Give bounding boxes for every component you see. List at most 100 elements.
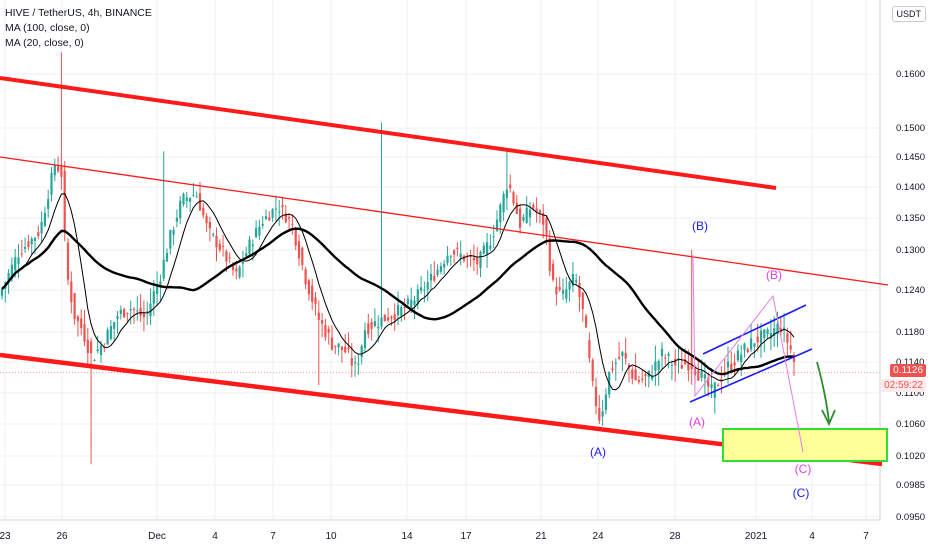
candle-body	[733, 362, 736, 366]
candle	[321, 313, 324, 338]
candle	[479, 250, 482, 278]
candle-body	[149, 303, 152, 317]
candle-body	[406, 298, 409, 305]
candle-body	[304, 269, 307, 285]
candle	[136, 296, 139, 321]
candle-body	[109, 326, 112, 339]
x-tick-label: 17	[460, 531, 472, 542]
candle-body	[548, 238, 551, 272]
candle-body	[519, 208, 522, 228]
candle	[439, 262, 442, 275]
candle-body	[50, 172, 53, 195]
candle	[786, 327, 789, 357]
candle-body	[198, 193, 202, 211]
candle-body	[443, 263, 446, 268]
candle	[284, 204, 287, 224]
candle-body	[710, 384, 713, 388]
candle-body	[43, 212, 46, 226]
candle-body	[654, 361, 657, 371]
candle	[558, 276, 561, 292]
candle-body	[80, 318, 83, 328]
candle-body	[238, 266, 241, 278]
candle	[387, 308, 390, 323]
candle	[357, 354, 360, 375]
candle	[453, 249, 456, 264]
candle-body	[736, 350, 739, 361]
ma20-legend[interactable]: MA (20, close, 0)	[5, 37, 84, 49]
candle-body	[423, 289, 426, 291]
candle	[766, 327, 769, 338]
candle-body	[730, 363, 733, 370]
candle-body	[462, 255, 466, 261]
candle-body	[489, 245, 492, 249]
candle-body	[472, 257, 475, 261]
candle	[222, 234, 225, 257]
x-tick-label: 4	[212, 531, 218, 542]
candle-body	[769, 332, 772, 339]
candle-body	[634, 369, 637, 381]
candle-body	[776, 323, 779, 335]
candle-body	[601, 411, 604, 417]
candle-body	[621, 351, 624, 357]
candle	[598, 394, 601, 424]
candle-body	[637, 380, 640, 382]
candle-body	[759, 330, 763, 344]
candle-body	[585, 315, 588, 328]
candle-body	[152, 291, 155, 304]
x-tick-label: Dec	[148, 531, 166, 542]
candle-body	[383, 314, 386, 322]
x-tick-label: 26	[56, 531, 68, 542]
candle	[73, 292, 76, 325]
candle	[436, 264, 439, 278]
candle	[37, 225, 40, 240]
candle-body	[373, 321, 376, 327]
candle	[172, 226, 175, 246]
candle-body	[416, 289, 419, 305]
candle-body	[344, 346, 347, 353]
candle	[561, 278, 565, 301]
candle-body	[687, 362, 690, 371]
y-tick-label: 0.0985	[896, 480, 925, 491]
candle-body	[208, 222, 211, 229]
candle-body	[156, 284, 159, 294]
currency-unit-button[interactable]: USDT	[891, 6, 926, 22]
candle-body	[512, 192, 515, 204]
candle-body	[502, 193, 505, 213]
candle	[743, 342, 746, 358]
candle	[400, 304, 403, 322]
candle-body	[697, 370, 700, 381]
candle	[449, 255, 452, 266]
y-tick-label: 0.0950	[896, 512, 925, 523]
ma100-legend[interactable]: MA (100, close, 0)	[5, 22, 90, 34]
candle-body	[505, 189, 508, 198]
candle	[327, 325, 330, 345]
candle-body	[723, 371, 726, 373]
candle	[212, 232, 215, 238]
candle	[60, 52, 63, 190]
candle	[509, 174, 512, 193]
candle	[307, 278, 310, 301]
candle	[205, 212, 208, 233]
candle	[96, 335, 99, 354]
candle	[621, 350, 624, 372]
candle	[113, 321, 116, 342]
candle	[426, 270, 429, 302]
candle-body	[453, 250, 456, 255]
candle	[291, 214, 294, 235]
candle-body	[7, 272, 10, 283]
candle-body	[314, 297, 317, 305]
candle	[406, 295, 409, 307]
y-tick-label: 0.1450	[896, 152, 925, 163]
candle	[43, 206, 46, 228]
candle-body	[76, 316, 79, 322]
candle	[459, 240, 462, 266]
candle	[472, 244, 475, 272]
symbol-title[interactable]: HIVE / TetherUS, 4h, BINANCE	[5, 7, 152, 19]
candle	[304, 266, 307, 290]
candle-body	[261, 223, 264, 226]
candle-body	[146, 311, 149, 313]
candle-body	[413, 300, 416, 305]
candle	[519, 203, 522, 234]
candle	[396, 291, 400, 326]
